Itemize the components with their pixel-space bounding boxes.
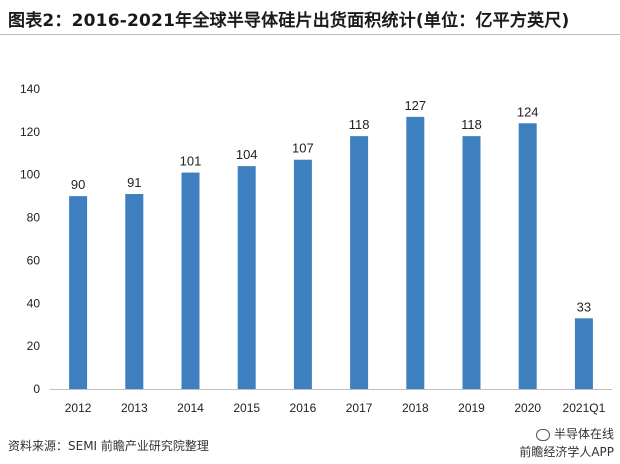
- data-label-2017: 118: [349, 117, 370, 132]
- data-label-2021Q1: 33: [577, 299, 591, 314]
- data-labels: 90 91 101 104 107 118 127 118 124 33: [71, 98, 591, 314]
- x-tick-label: 2012: [65, 401, 92, 415]
- y-tick-label: 80: [27, 211, 41, 225]
- x-tick-label: 2017: [346, 401, 373, 415]
- bar-2021Q1: [574, 318, 593, 389]
- data-label-2016: 107: [292, 141, 314, 156]
- y-tick-label: 0: [33, 382, 40, 396]
- brand-line2: 前瞻经济学人APP: [519, 445, 614, 459]
- data-label-2019: 118: [461, 117, 482, 132]
- x-tick-label: 2020: [514, 401, 541, 415]
- bar-2017: [350, 136, 369, 389]
- x-tick-label: 2021Q1: [563, 401, 606, 415]
- data-label-2015: 104: [236, 147, 258, 162]
- bars: [69, 116, 593, 390]
- bar-2013: [125, 194, 144, 389]
- bar-2014: [181, 172, 200, 389]
- wechat-icon: [535, 428, 550, 441]
- chart-title: 图表2：2016-2021年全球半导体硅片出货面积统计(单位：亿平方英尺): [8, 11, 570, 31]
- x-tick-label: 2013: [121, 401, 148, 415]
- data-label-2020: 124: [517, 104, 539, 119]
- y-tick-label: 140: [20, 82, 40, 96]
- x-tick-label: 2019: [458, 401, 485, 415]
- data-label-2014: 101: [180, 154, 202, 169]
- y-tick-label: 100: [20, 168, 40, 182]
- brand-name: 半导体在线: [553, 427, 614, 441]
- bar-2018: [406, 116, 425, 389]
- y-tick-label: 60: [27, 253, 41, 267]
- x-tick-label: 2018: [402, 401, 429, 415]
- brand-line1: 半导体在线: [535, 425, 614, 442]
- data-label-2018: 127: [404, 98, 426, 113]
- title-divider: [0, 34, 620, 35]
- y-axis: 0 20 40 60 80 100 120 140: [20, 82, 40, 396]
- x-tick-label: 2016: [290, 401, 317, 415]
- x-axis: 2012 2013 2014 2015 2016 2017 2018 2019 2020 2021…: [50, 389, 612, 415]
- bar-2016: [293, 159, 312, 389]
- bar-2019: [462, 136, 481, 389]
- x-tick-label: 2015: [233, 401, 260, 415]
- data-label-2012: 90: [71, 177, 85, 192]
- source-note: 资料来源：SEMI 前瞻产业研究院整理: [8, 439, 209, 453]
- bar-2012: [69, 196, 88, 389]
- bar-2020: [518, 123, 537, 390]
- y-tick-label: 40: [27, 296, 41, 310]
- y-tick-label: 120: [20, 125, 40, 139]
- x-tick-label: 2014: [177, 401, 204, 415]
- bar-2015: [237, 166, 256, 389]
- y-tick-label: 20: [27, 339, 41, 353]
- data-label-2013: 91: [127, 175, 141, 190]
